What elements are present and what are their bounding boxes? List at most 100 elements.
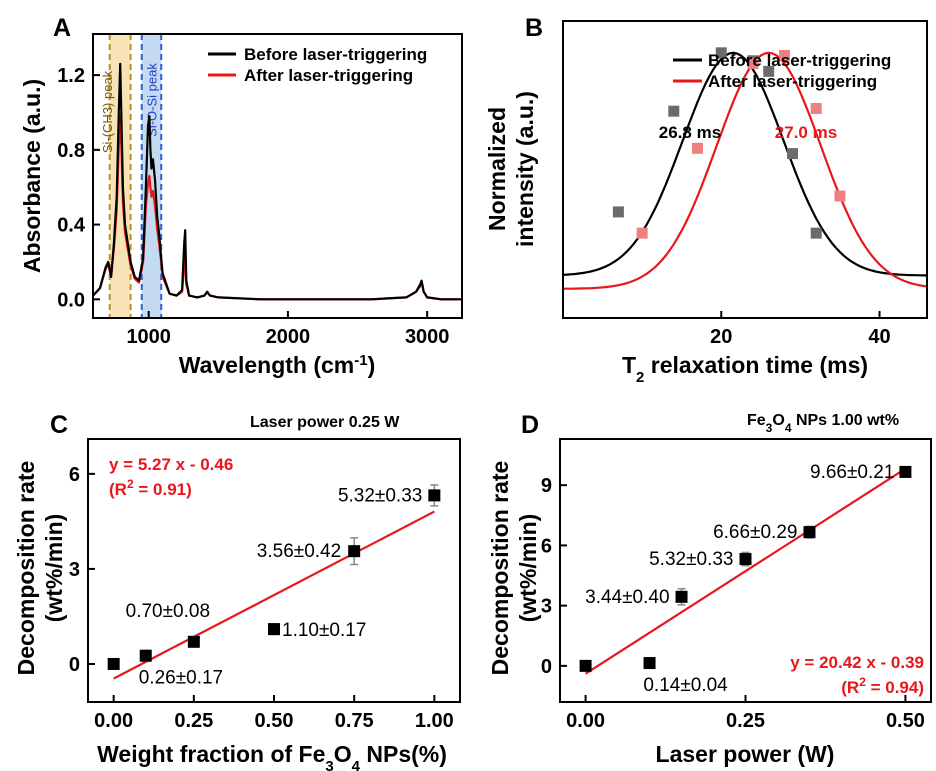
panel-c-data-label: 0.70±0.08 (126, 601, 210, 622)
panel-c-x-tick-label: 0.00 (94, 710, 133, 732)
panel-c-data-point (187, 635, 200, 648)
panel-a-x-axis-label: Wavelength (cm-1) (179, 352, 376, 379)
panel-a-series-line (92, 62, 462, 301)
panel-d-y-axis-label-line2: (wt%/min) (515, 514, 541, 623)
panel-b-x-tick-label: 40 (868, 326, 890, 348)
panel-c-data-label: 0.26±0.17 (139, 668, 223, 689)
panel-a-legend: Before laser-triggering After laser-trig… (208, 45, 427, 85)
panel-d-data-label: 3.44±0.40 (585, 587, 669, 608)
panel-d-data-point (899, 465, 912, 478)
panel-d-data-label: 6.66±0.29 (713, 522, 797, 543)
panel-b-data-point (747, 57, 759, 69)
panel-d-data-label: 0.14±0.04 (643, 675, 728, 696)
panel-a-region-band (141, 34, 162, 318)
panel-c-data-point (107, 657, 120, 670)
panel-c-fit-equation: y = 5.27 x - 0.46 (109, 455, 233, 474)
panel-a-y-tick-label: 0.8 (57, 140, 85, 162)
panel-d-fit-line (584, 467, 907, 675)
panel-a-x-tick-label: 3000 (405, 326, 450, 348)
panel-b-x-axis-label: T2 relaxation time (ms) (622, 352, 868, 386)
panel-a: A Si-(CH3) peak Si-O-Si peak 1000 2000 3000… (19, 14, 463, 379)
panel-b-peak-label-after: 27.0 ms (775, 123, 837, 142)
panel-b-data-point (779, 49, 791, 61)
panel-a-y-tick-label: 1.2 (57, 65, 85, 87)
panel-b-fit-curve (562, 51, 927, 277)
panel-d-x-tick-label: 0.00 (566, 710, 605, 732)
panel-d-y-tick-label: 0 (541, 656, 552, 678)
panel-a-legend-before: Before laser-triggering (244, 45, 427, 64)
panel-c-data-point (348, 545, 361, 558)
panel-b-fit-curve (563, 51, 928, 290)
panel-c-y-tick-label: 6 (69, 464, 80, 486)
panel-b-x-tick-label: 20 (710, 326, 732, 348)
panel-a-region-label: Si-O-Si peak (144, 63, 159, 137)
panel-d-y-tick-label: 6 (541, 535, 552, 557)
panel-b-legend-before: Before laser-triggering (708, 51, 891, 70)
panel-c-x-tick-label: 0.75 (335, 710, 374, 732)
panel-c-x-tick-label: 1.00 (415, 710, 454, 732)
panel-c-fit-r2: (R2 = 0.91) (109, 477, 192, 499)
panel-c-data-point (268, 623, 280, 636)
panel-c: C Laser power 0.25 W 0.26±0.17 0.70±0.08 1… (13, 411, 461, 771)
panel-b-data-point (715, 47, 727, 59)
panel-d-data-label: 9.66±0.21 (810, 462, 894, 483)
panel-b-y-axis-label-line1: Normalized (484, 107, 510, 231)
panel-c-data-point (428, 489, 441, 502)
panel-b-peak-label-before: 26.8 ms (659, 123, 721, 142)
panel-c-subtitle: Laser power 0.25 W (250, 414, 400, 431)
panel-b-y-axis-label-line2: intensity (a.u.) (512, 91, 538, 247)
panel-b-data-point (692, 142, 704, 154)
panel-a-y-tick-label: 0.0 (57, 289, 85, 311)
panel-c-data-point (139, 649, 152, 662)
panel-b-data-point (810, 227, 822, 239)
panel-b-data-point (763, 65, 775, 77)
panel-d-data-point (739, 553, 752, 566)
panel-a-frame (92, 33, 463, 319)
panel-c-data-label: 3.56±0.42 (257, 541, 341, 562)
panel-d-fit-r2: (R2 = 0.94) (841, 675, 924, 697)
panel-d-x-tick-label: 0.50 (886, 710, 925, 732)
panel-d-data-label: 5.32±0.33 (649, 549, 733, 570)
panel-c-x-axis-label: Weight fraction of Fe3O4 NPs(%) (97, 741, 447, 771)
panel-d: D Fe3O4 NPs 1.00 wt% 0.14±0.04 3.44±0.40 5… (487, 411, 932, 767)
panel-d-y-axis-label-line1: Decomposition rate (487, 461, 513, 676)
panel-c-y-tick-label: 3 (69, 559, 80, 581)
panel-b-legend: Before laser-triggering After laser-trig… (673, 51, 891, 91)
panel-d-data-point (579, 659, 592, 672)
panel-c-y-tick-label: 0 (69, 654, 80, 676)
panel-c-data-label: 1.10±0.17 (282, 620, 366, 641)
panel-c-y-axis-label-line1: Decomposition rate (13, 461, 39, 676)
panel-d-y-tick-label: 9 (541, 475, 552, 497)
panel-d-data-point (803, 526, 816, 539)
panel-b-legend-after: After laser-triggering (708, 72, 877, 91)
panel-a-legend-after: After laser-triggering (244, 66, 413, 85)
panel-d-x-axis-label: Laser power (W) (656, 741, 835, 767)
panel-d-data-point (675, 590, 688, 603)
panel-a-y-tick-label: 0.4 (57, 215, 86, 237)
panel-a-y-axis-label: Absorbance (a.u.) (19, 79, 45, 273)
panel-a-region-label: Si-(CH3) peak (100, 70, 115, 153)
panel-c-x-tick-label: 0.25 (174, 710, 213, 732)
panel-c-letter: C (50, 411, 68, 439)
panel-a-letter: A (53, 14, 71, 42)
panel-d-data-point (643, 657, 656, 670)
panel-b: B 20 40 Normalized intensity (a.u.) T2 re… (484, 14, 928, 386)
panel-d-letter: D (521, 411, 539, 439)
panel-c-fit-line (113, 510, 435, 680)
panel-c-data-label: 5.32±0.33 (338, 485, 422, 506)
panel-c-x-tick-label: 0.50 (255, 710, 294, 732)
panel-a-x-tick-label: 1000 (126, 326, 171, 348)
panel-a-x-tick-label: 2000 (266, 326, 311, 348)
panel-b-data-point (668, 105, 680, 117)
panel-c-y-axis-label-line2: (wt%/min) (41, 514, 67, 623)
panel-d-subtitle: Fe3O4 NPs 1.00 wt% (747, 412, 899, 435)
panel-b-data-point (786, 148, 798, 160)
panel-d-fit-equation: y = 20.42 x - 0.39 (790, 653, 924, 672)
panel-d-y-tick-label: 3 (541, 596, 552, 618)
panel-b-data-point (810, 103, 822, 115)
panel-d-x-tick-label: 0.25 (726, 710, 765, 732)
panel-b-letter: B (525, 14, 543, 42)
panel-b-data-point (834, 190, 846, 202)
panel-b-frame (562, 20, 928, 319)
